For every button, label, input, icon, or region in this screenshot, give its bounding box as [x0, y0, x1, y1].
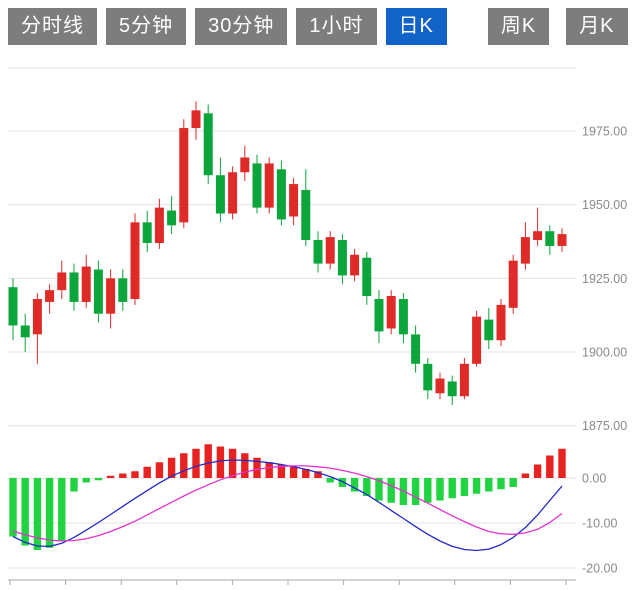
gridlines [8, 67, 576, 569]
macd-histogram [9, 444, 566, 550]
y-axis-label: 1925.00 [582, 272, 627, 286]
dea-line [12, 465, 563, 542]
tab-timeline[interactable]: 分时线 [8, 8, 97, 45]
timeframe-tabbar: 分时线 5分钟 30分钟 1小时 日K 周K 月K [8, 8, 628, 45]
tab-1hour[interactable]: 1小时 [296, 8, 377, 45]
y-axis-label: 0.00 [582, 472, 606, 486]
y-axis-labels: 1975.00 1950.00 1925.00 1900.00 1875.00 0.00 -… [582, 125, 627, 576]
tab-30min[interactable]: 30分钟 [195, 8, 288, 45]
y-axis-label: -20.00 [582, 562, 617, 576]
candlesticks [8, 101, 567, 406]
y-axis-label: 1950.00 [582, 198, 627, 212]
y-axis-label: -10.00 [582, 517, 617, 531]
tab-5min[interactable]: 5分钟 [106, 8, 187, 45]
tab-weekly-k[interactable]: 周K [487, 8, 550, 45]
macd-lines [12, 459, 563, 552]
tab-daily-k[interactable]: 日K [385, 8, 447, 45]
x-axis [8, 579, 576, 585]
y-axis-label: 1900.00 [582, 346, 627, 360]
y-axis-label: 1875.00 [582, 419, 627, 433]
tab-monthly-k[interactable]: 月K [566, 8, 628, 45]
y-axis-label: 1975.00 [582, 125, 627, 139]
